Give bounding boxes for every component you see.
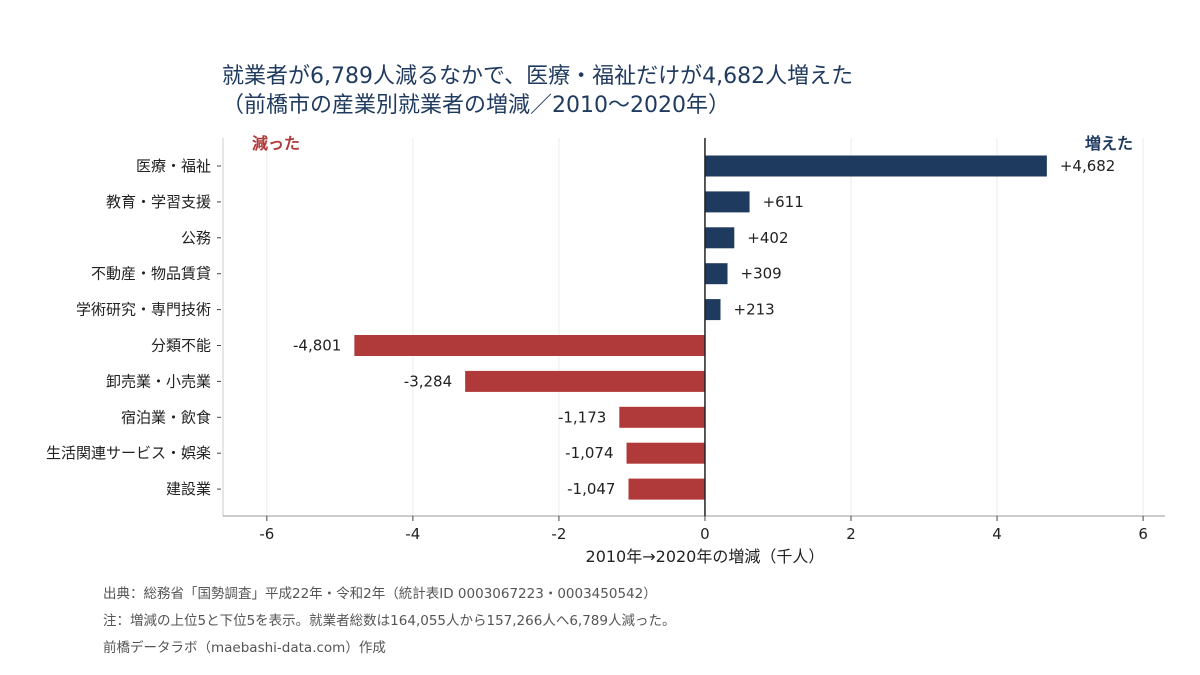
value-label-4: +213 <box>734 301 775 319</box>
value-label-6: -3,284 <box>404 372 452 390</box>
value-label-7: -1,173 <box>558 408 606 426</box>
category-label-5: 分類不能 <box>151 337 211 355</box>
category-label-3: 不動産・物品賃貸 <box>91 265 211 283</box>
category-label-0: 医療・福祉 <box>136 157 211 175</box>
category-label-2: 公務 <box>181 229 211 247</box>
category-label-9: 建設業 <box>166 480 211 498</box>
value-label-2: +402 <box>747 229 788 247</box>
annotation-increased: 増えた <box>1085 134 1133 153</box>
x-tick-label-1: -4 <box>405 525 420 543</box>
bar-8 <box>626 442 705 464</box>
value-label-0: +4,682 <box>1060 157 1116 175</box>
x-tick-label-6: 6 <box>1138 525 1148 543</box>
value-label-3: +309 <box>741 265 782 283</box>
category-label-8: 生活関連サービス・娯楽 <box>46 444 211 462</box>
category-label-4: 学術研究・専門技術 <box>76 301 211 319</box>
x-tick-label-3: 0 <box>700 525 710 543</box>
x-tick-label-5: 4 <box>992 525 1002 543</box>
bar-5 <box>354 335 705 356</box>
bar-9 <box>628 478 705 500</box>
value-label-5: -4,801 <box>293 337 341 355</box>
bar-1 <box>704 191 750 213</box>
category-label-1: 教育・学習支援 <box>106 193 211 211</box>
source-note: 注：増減の上位5と下位5を表示。就業者総数は164,055人から157,266人… <box>103 613 676 629</box>
bar-4 <box>704 299 721 321</box>
x-tick-label-0: -6 <box>259 525 274 543</box>
chart-title: 就業者が6,789人減るなかで、医療・福祉だけが4,682人増えた （前橋市の産… <box>222 62 853 120</box>
x-axis-title: 2010年→2020年の増減（千人） <box>586 547 825 566</box>
value-label-9: -1,047 <box>567 480 615 498</box>
x-tick-label-2: -2 <box>551 525 566 543</box>
bar-2 <box>704 227 735 249</box>
source-citation: 出典：総務省「国勢調査」平成22年・令和2年（統計表ID 0003067223・… <box>103 586 657 602</box>
bar-0 <box>704 155 1047 177</box>
chart-title-line1: 就業者が6,789人減るなかで、医療・福祉だけが4,682人増えた <box>222 64 854 89</box>
bar-3 <box>704 263 728 285</box>
chart-title-line2: （前橋市の産業別就業者の増減／2010〜2020年） <box>222 93 730 118</box>
category-label-6: 卸売業・小売業 <box>106 372 211 390</box>
value-label-1: +611 <box>763 193 804 211</box>
bar-6 <box>465 370 705 392</box>
x-tick-label-4: 2 <box>846 525 856 543</box>
value-label-8: -1,074 <box>565 444 613 462</box>
category-label-7: 宿泊業・飲食 <box>121 408 211 426</box>
bar-7 <box>619 406 705 428</box>
source-notes: 出典：総務省「国勢調査」平成22年・令和2年（統計表ID 0003067223・… <box>103 581 675 662</box>
annotation-decreased: 減った <box>252 134 300 153</box>
source-credit: 前橋データラボ（maebashi-data.com）作成 <box>103 640 386 656</box>
